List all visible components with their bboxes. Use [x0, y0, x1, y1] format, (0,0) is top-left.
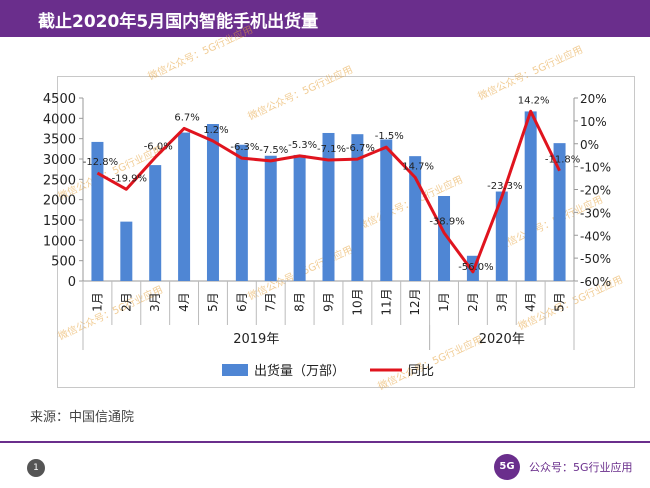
category-label: 8月 — [293, 292, 307, 312]
watermark-text: 微信公众号：5G行业应用 — [246, 63, 355, 123]
bar — [351, 134, 364, 281]
line-data-label: -23.3% — [487, 181, 522, 192]
line-data-label: -5.3% — [288, 140, 317, 151]
category-label: 9月 — [322, 292, 336, 312]
y-left-tick-label: 3500 — [43, 133, 76, 148]
legend-label-line: 同比 — [408, 364, 434, 379]
y-right-tick-label: -50% — [580, 252, 611, 266]
bar — [524, 111, 537, 281]
category-label: 5月 — [206, 292, 220, 312]
5g-logo: 5G — [494, 454, 520, 480]
line-data-label: -7.1% — [317, 144, 346, 155]
footer-account: 公众号：5G行业应用 — [529, 461, 633, 474]
bar — [322, 132, 335, 281]
category-label: 3月 — [495, 292, 509, 312]
line-data-label: 6.7% — [174, 112, 199, 123]
y-right-tick-label: 20% — [580, 92, 607, 106]
category-label: 4月 — [524, 292, 538, 312]
y-left-tick-label: 4000 — [43, 112, 76, 127]
category-label: 6月 — [235, 292, 249, 312]
watermark-text: 微信公众号：5G行业应用 — [146, 23, 255, 83]
bar — [91, 141, 104, 281]
y-left-tick-label: 1000 — [43, 234, 76, 249]
category-label: 2月 — [119, 292, 133, 312]
y-left-tick-label: 0 — [68, 275, 76, 290]
y-right-tick-label: -60% — [580, 275, 611, 289]
line-data-label: -12.8% — [83, 157, 118, 168]
bar — [409, 156, 422, 281]
footer-divider — [0, 441, 650, 443]
y-right-tick-label: -20% — [580, 184, 611, 198]
category-label: 3月 — [148, 292, 162, 312]
line-data-label: -7.5% — [259, 145, 288, 156]
line-data-label: -6.3% — [230, 142, 259, 153]
y-left-tick-label: 4500 — [43, 92, 76, 107]
source-note: 来源：中国信通院 — [30, 410, 135, 425]
watermark-text: 微信公众号：5G行业应用 — [476, 43, 585, 103]
y-left-tick-label: 2500 — [43, 173, 76, 188]
category-label: 10月 — [350, 288, 364, 315]
group-label: 2020年 — [479, 332, 525, 347]
y-right-tick-label: 10% — [580, 115, 607, 129]
bar — [206, 124, 219, 281]
y-right-tick-label: -40% — [580, 229, 611, 243]
bar — [293, 154, 306, 281]
category-label: 4月 — [177, 292, 191, 312]
category-label: 12月 — [408, 288, 422, 315]
watermark-text: 微信公众号：5G行业应用 — [376, 333, 485, 393]
category-label: 11月 — [379, 288, 393, 315]
line-data-label: -6.7% — [346, 143, 375, 154]
y-right-tick-label: -30% — [580, 206, 611, 220]
yoy-line — [96, 109, 561, 274]
line-data-label: -11.8% — [545, 155, 580, 166]
watermark-text: 微信公众号：5G行业应用 — [496, 193, 605, 253]
category-label: 5月 — [553, 292, 567, 312]
category-label: 1月 — [437, 292, 451, 312]
category-label: 2月 — [466, 292, 480, 312]
line-data-label: 14.2% — [518, 95, 550, 106]
y-right-tick-label: 0% — [580, 138, 599, 152]
line-data-label: -6.0% — [144, 141, 173, 152]
line-data-label: 1.2% — [203, 125, 228, 136]
bar — [495, 191, 508, 281]
bar — [553, 143, 566, 281]
y-left-tick-label: 2000 — [43, 194, 76, 209]
line-data-label: 14.7% — [402, 161, 434, 172]
line-data-label: -19.9% — [112, 173, 147, 184]
y-left-tick-label: 1500 — [43, 214, 76, 229]
bar — [149, 165, 162, 281]
bar — [120, 221, 133, 281]
line-data-label: -1.5% — [375, 131, 404, 142]
bar — [178, 132, 191, 281]
category-label: 1月 — [90, 292, 104, 312]
page-title: 截止2020年5月国内智能手机出货量 — [38, 12, 319, 32]
legend-swatch-bar — [222, 364, 248, 376]
header-bar: 截止2020年5月国内智能手机出货量 — [0, 0, 650, 37]
line-data-label: -38.9% — [429, 217, 464, 228]
legend-label-bar: 出货量（万部） — [254, 363, 345, 379]
bar — [235, 144, 248, 281]
y-right-tick-label: -10% — [580, 161, 611, 175]
bar — [438, 196, 451, 281]
bar — [264, 155, 277, 281]
page-number: 1 — [27, 459, 45, 477]
y-left-tick-label: 3000 — [43, 153, 76, 168]
category-label: 7月 — [264, 292, 278, 312]
y-left-tick-label: 500 — [51, 255, 76, 270]
group-label: 2019年 — [233, 332, 279, 347]
bar — [380, 139, 393, 281]
line-data-label: -56.0% — [458, 262, 493, 273]
